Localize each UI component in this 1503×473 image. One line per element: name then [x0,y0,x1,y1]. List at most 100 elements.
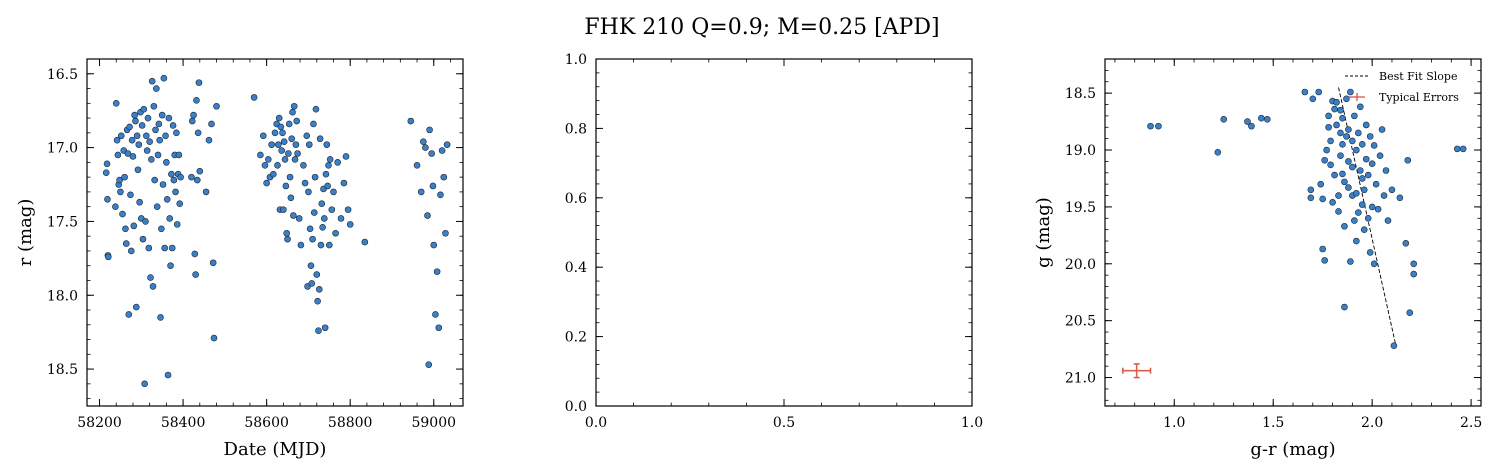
data-point [1345,158,1352,165]
data-point [250,94,258,101]
data-point [321,324,329,332]
data-point [425,361,433,368]
data-point [287,194,295,202]
data-point [310,120,317,128]
data-point [1404,156,1412,164]
data-point [1244,118,1251,125]
data-point [1331,171,1338,179]
data-point [286,173,294,181]
data-point [1374,205,1382,213]
data-point [1347,258,1354,265]
data-point [294,150,301,157]
data-point [274,162,281,169]
data-point [1321,156,1328,164]
data-point [213,102,220,110]
data-point [1362,155,1370,163]
data-point [1343,133,1350,140]
data-point [188,117,196,125]
data-point [173,221,181,228]
y-tick-label: 18.5 [1065,86,1096,102]
x-tick-label: 59000 [411,415,456,431]
data-point [1309,95,1317,103]
data-point [136,198,143,206]
data-point [1325,112,1332,120]
data-point [1368,160,1376,167]
data-point [1353,146,1360,154]
data-point [129,153,137,160]
data-point [117,188,124,196]
data-point [440,173,448,181]
data-point [1360,186,1368,194]
data-point [443,141,451,148]
data-point [278,147,285,154]
figure-title: FHK 210 Q=0.9; M=0.25 [APD] [584,15,939,40]
data-point [1410,260,1418,268]
x-tick-label: 1.5 [1262,415,1284,431]
data-point [195,79,203,86]
data-point [1333,98,1340,106]
data-point [158,225,165,233]
data-point [143,147,151,154]
data-point [153,85,160,92]
data-point [192,271,199,278]
data-point [1258,114,1265,122]
data-point [1406,309,1414,317]
data-point [167,262,174,270]
data-point [1317,180,1325,188]
data-point [1323,146,1330,154]
data-point [1337,152,1344,160]
data-point [319,224,326,231]
y-tick-label: 19.0 [1065,143,1096,159]
data-point [138,122,146,129]
y-tick-label: 17.5 [47,214,78,230]
data-point [1214,148,1222,156]
data-point [309,235,316,243]
data-point [295,215,303,222]
data-point [139,235,147,243]
data-point [127,247,135,255]
data-point [307,262,315,270]
data-point [125,311,133,318]
data-point [188,173,195,181]
data-point [275,141,282,148]
data-point [289,108,296,116]
data-point [1402,240,1410,247]
data-point [1358,201,1366,208]
data-point [155,120,163,128]
data-point [429,182,437,190]
data-point [1349,137,1356,145]
data-point [1351,112,1358,120]
data-point [270,170,277,178]
data-point [193,176,201,184]
data-point [1362,121,1370,129]
data-point [1307,186,1315,194]
data-point [150,102,158,110]
data-point [166,215,174,222]
data-point [1410,270,1418,278]
data-point [1358,141,1366,148]
data-point [281,156,289,163]
data-point [131,111,138,119]
data-point [134,166,142,174]
data-point [103,160,111,168]
data-point [1147,122,1154,130]
data-point [261,162,269,169]
data-point [1353,237,1360,245]
data-point [121,173,128,181]
data-point [122,240,130,247]
data-point [1333,121,1340,129]
x-tick-label: 1.0 [961,415,983,431]
data-point [1341,178,1348,186]
data-point [1360,226,1368,233]
data-point [279,129,286,137]
panel-light-curve: 58200 58400 58600 58800 59000 16.5 17.0 17.5 18.… [15,58,464,460]
data-point [1347,88,1354,96]
data-point [315,286,323,293]
panel-color-magnitude: 1.0 1.5 2.0 2.5 18.5 19.0 19.5 20.0 20.5 21.0 g-r … [1033,58,1482,460]
y-axis-label: g (mag) [1033,197,1054,268]
data-point [1337,106,1344,114]
data-point [330,188,337,196]
data-point [1329,199,1336,206]
data-point [1327,161,1334,169]
data-point [1364,214,1372,222]
